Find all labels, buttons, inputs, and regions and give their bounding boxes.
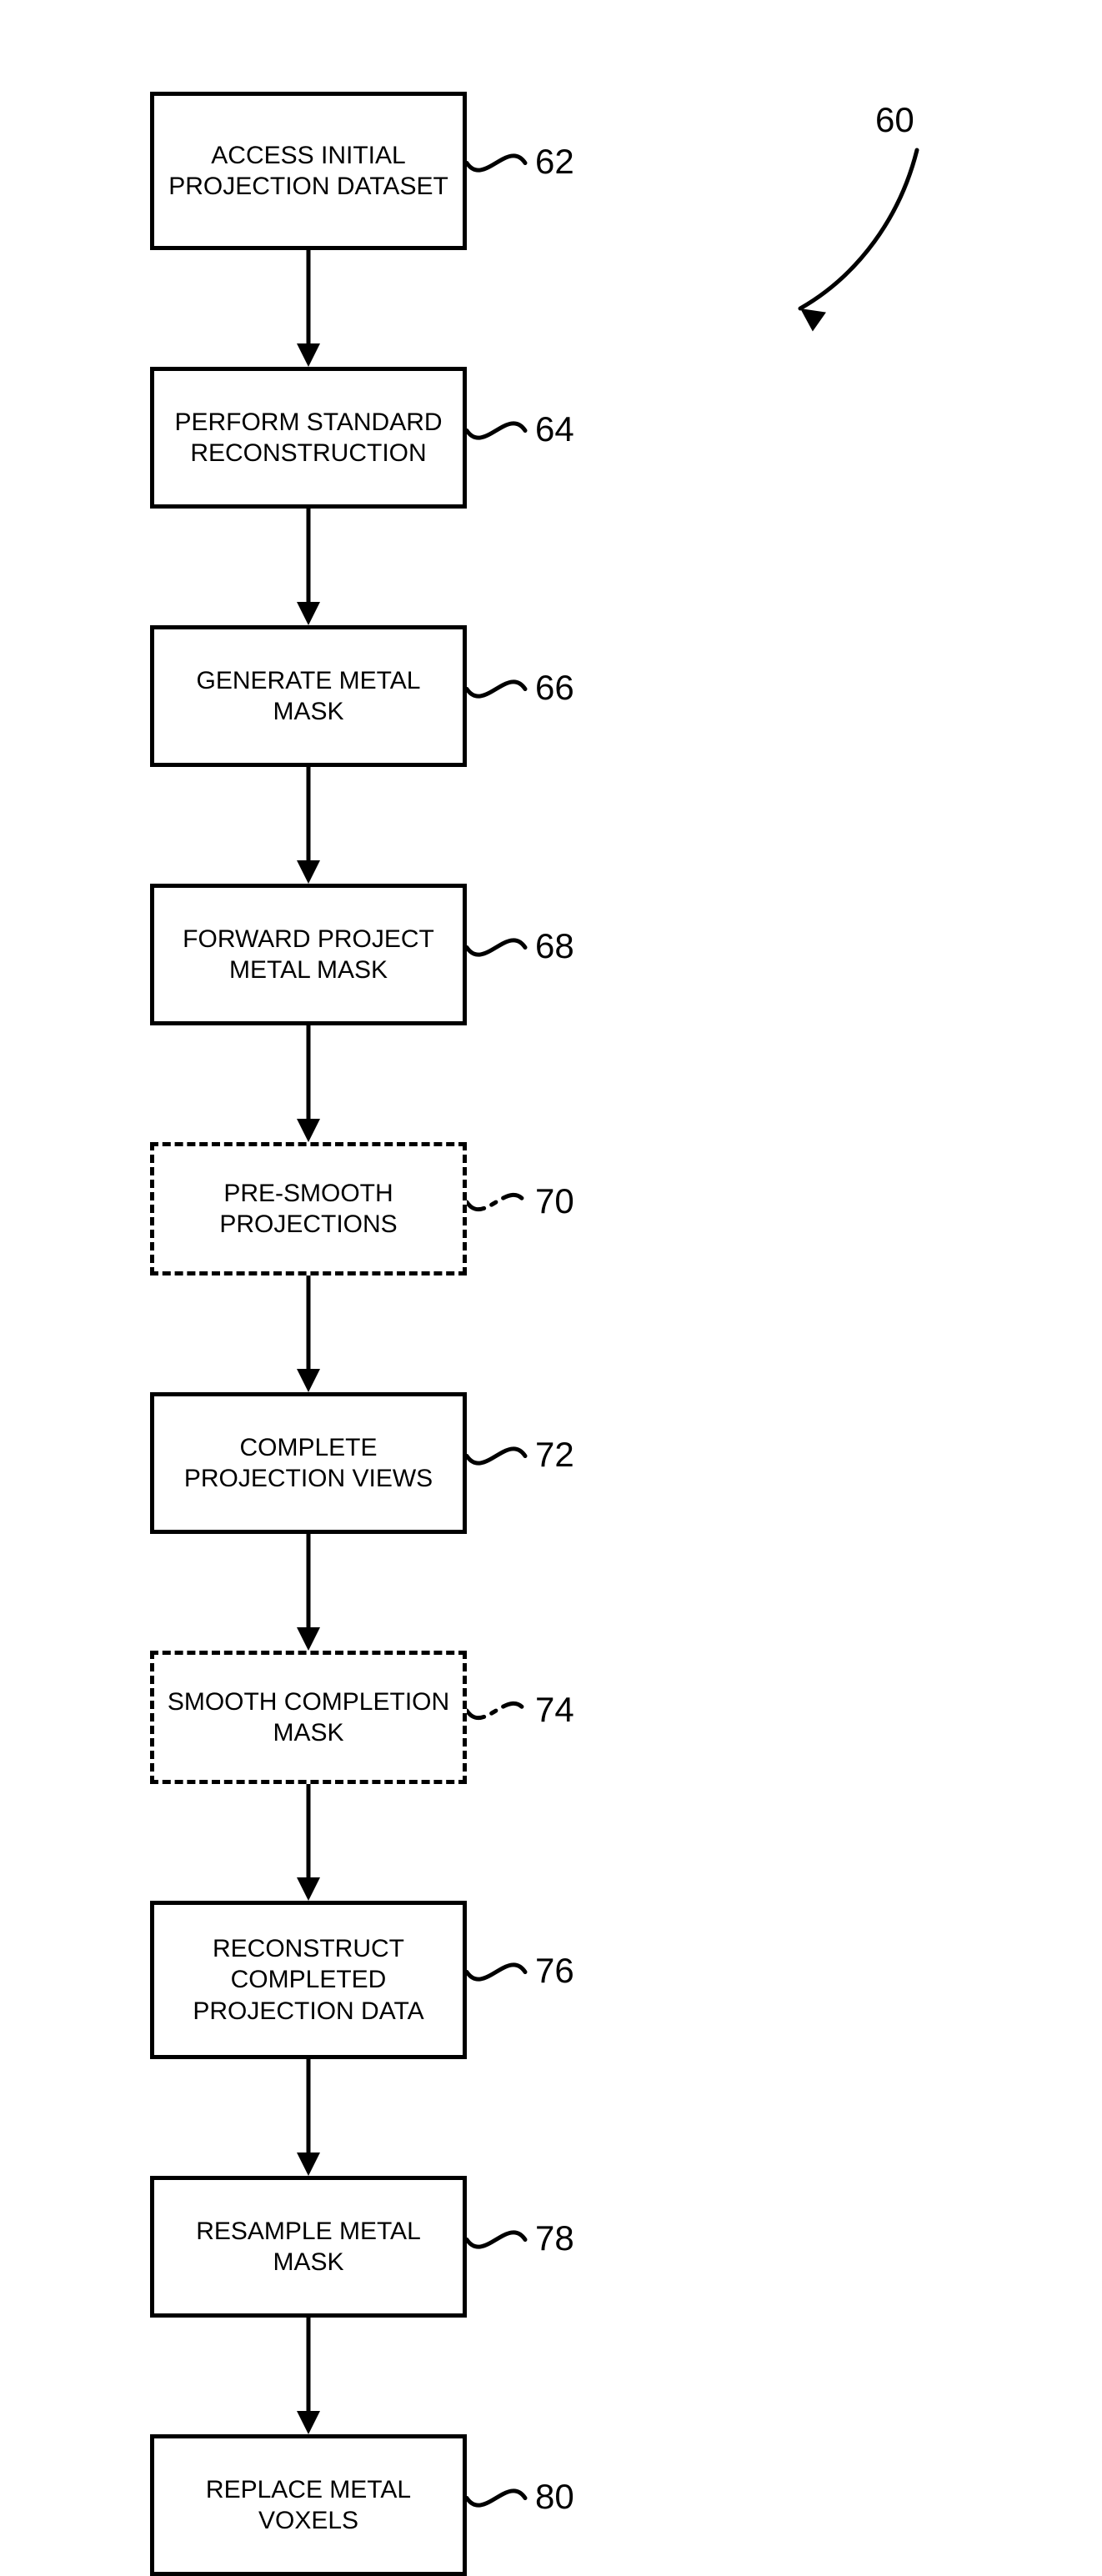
flow-node-label-b70: 70 <box>535 1181 574 1221</box>
flow-node-b72: COMPLETE PROJECTION VIEWS <box>150 1392 467 1534</box>
flow-node-label-b68: 68 <box>535 926 574 966</box>
flow-node-text: REPLACE METAL VOXELS <box>166 2474 451 2537</box>
flow-node-text: FORWARD PROJECT METAL MASK <box>166 924 451 986</box>
flow-node-label-b78: 78 <box>535 2218 574 2258</box>
flow-node-b68: FORWARD PROJECT METAL MASK <box>150 884 467 1025</box>
flow-node-label-b72: 72 <box>535 1435 574 1475</box>
flow-node-text: RECONSTRUCT COMPLETED PROJECTION DATA <box>166 1933 451 2027</box>
flow-node-b66: GENERATE METAL MASK <box>150 625 467 767</box>
flow-node-text: COMPLETE PROJECTION VIEWS <box>166 1432 451 1495</box>
flow-node-b62: ACCESS INITIAL PROJECTION DATASET <box>150 92 467 250</box>
flow-node-label-b76: 76 <box>535 1951 574 1991</box>
flow-node-label-b62: 62 <box>535 142 574 182</box>
flow-node-label-b80: 80 <box>535 2477 574 2517</box>
flow-node-b76: RECONSTRUCT COMPLETED PROJECTION DATA <box>150 1901 467 2059</box>
flow-node-b80: REPLACE METAL VOXELS <box>150 2434 467 2576</box>
flow-node-b78: RESAMPLE METAL MASK <box>150 2176 467 2318</box>
flow-node-text: ACCESS INITIAL PROJECTION DATASET <box>166 140 451 203</box>
flow-node-text: PRE-SMOOTH PROJECTIONS <box>166 1178 451 1240</box>
flow-node-label-b64: 64 <box>535 409 574 449</box>
flow-node-b74: SMOOTH COMPLETION MASK <box>150 1651 467 1784</box>
flowchart-canvas: ACCESS INITIAL PROJECTION DATASET 62 PERFO… <box>0 0 1102 2544</box>
flow-node-text: SMOOTH COMPLETION MASK <box>166 1686 451 1749</box>
flow-node-label-b74: 74 <box>535 1690 574 1730</box>
flow-node-text: PERFORM STANDARD RECONSTRUCTION <box>166 407 451 469</box>
flow-node-text: GENERATE METAL MASK <box>166 665 451 728</box>
figure-label: 60 <box>875 100 914 140</box>
flow-node-text: RESAMPLE METAL MASK <box>166 2216 451 2278</box>
flow-node-b64: PERFORM STANDARD RECONSTRUCTION <box>150 367 467 509</box>
flow-node-label-b66: 66 <box>535 668 574 708</box>
flow-node-b70: PRE-SMOOTH PROJECTIONS <box>150 1142 467 1275</box>
